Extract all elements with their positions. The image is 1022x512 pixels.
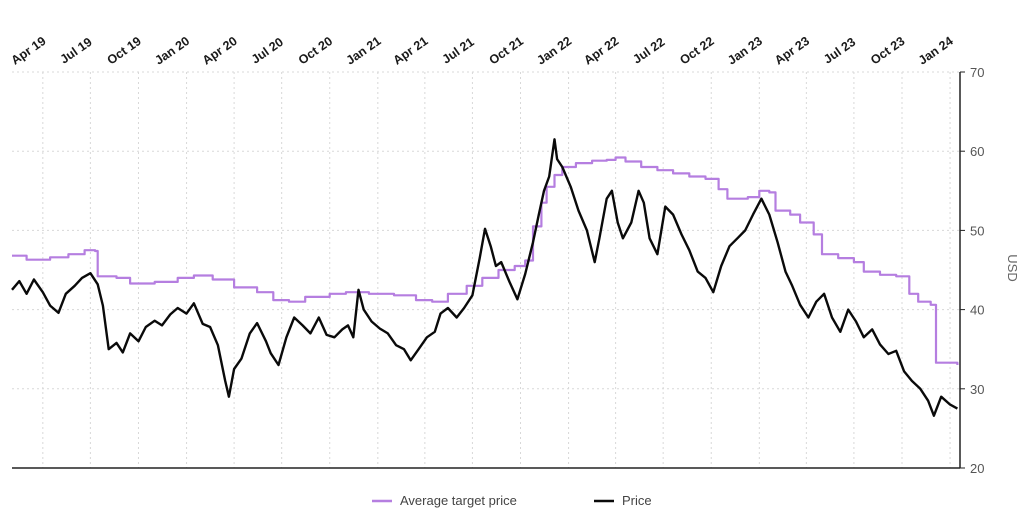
- x-tick-label: Jan 20: [152, 34, 192, 68]
- x-tick-label: Jan 22: [534, 34, 574, 68]
- y-tick-labels: 20 30 40 50 60 70: [960, 65, 984, 476]
- x-tick-label: Jul 22: [630, 35, 667, 67]
- x-tick-label: Jul 21: [440, 35, 477, 67]
- y-axis-title: USD: [1005, 254, 1020, 281]
- x-tick-label: Oct 19: [105, 34, 144, 67]
- x-tick-label: Jan 23: [725, 34, 765, 68]
- y-tick-label: 50: [970, 223, 984, 238]
- x-tick-label: Apr 22: [581, 34, 621, 68]
- x-tick-labels: Apr 19 Jul 19 Oct 19 Jan 20 Apr 20 Jul 20 Oct …: [9, 34, 956, 68]
- x-tick-label: Apr 19: [9, 34, 49, 68]
- y-tick-label: 70: [970, 65, 984, 80]
- y-tick-label: 20: [970, 461, 984, 476]
- legend: Average target price Price: [372, 493, 652, 508]
- x-tick-label: Oct 22: [677, 34, 716, 67]
- x-tick-label: Oct 23: [868, 34, 907, 67]
- series-lines: [11, 138, 959, 417]
- x-tick-label: Jul 23: [821, 35, 858, 67]
- x-tick-label: Oct 21: [487, 34, 526, 67]
- x-tick-label: Jul 19: [58, 35, 95, 67]
- x-tick-label: Jan 21: [344, 34, 384, 68]
- y-tick-label: 30: [970, 382, 984, 397]
- x-tick-label: Jul 20: [249, 35, 286, 67]
- series-line-price: [11, 138, 958, 417]
- y-tick-label: 60: [970, 144, 984, 159]
- x-tick-label: Apr 21: [391, 34, 431, 68]
- y-tick-label: 40: [970, 303, 984, 318]
- legend-label: Average target price: [400, 493, 517, 508]
- axes: [12, 72, 961, 469]
- x-tick-label: Apr 23: [772, 34, 812, 68]
- x-tick-label: Jan 24: [916, 34, 956, 68]
- x-tick-label: Oct 20: [296, 34, 335, 67]
- grid-lines: [12, 71, 960, 468]
- x-tick-label: Apr 20: [200, 34, 240, 68]
- series-line-average-target-price: [12, 156, 959, 365]
- legend-label: Price: [622, 493, 652, 508]
